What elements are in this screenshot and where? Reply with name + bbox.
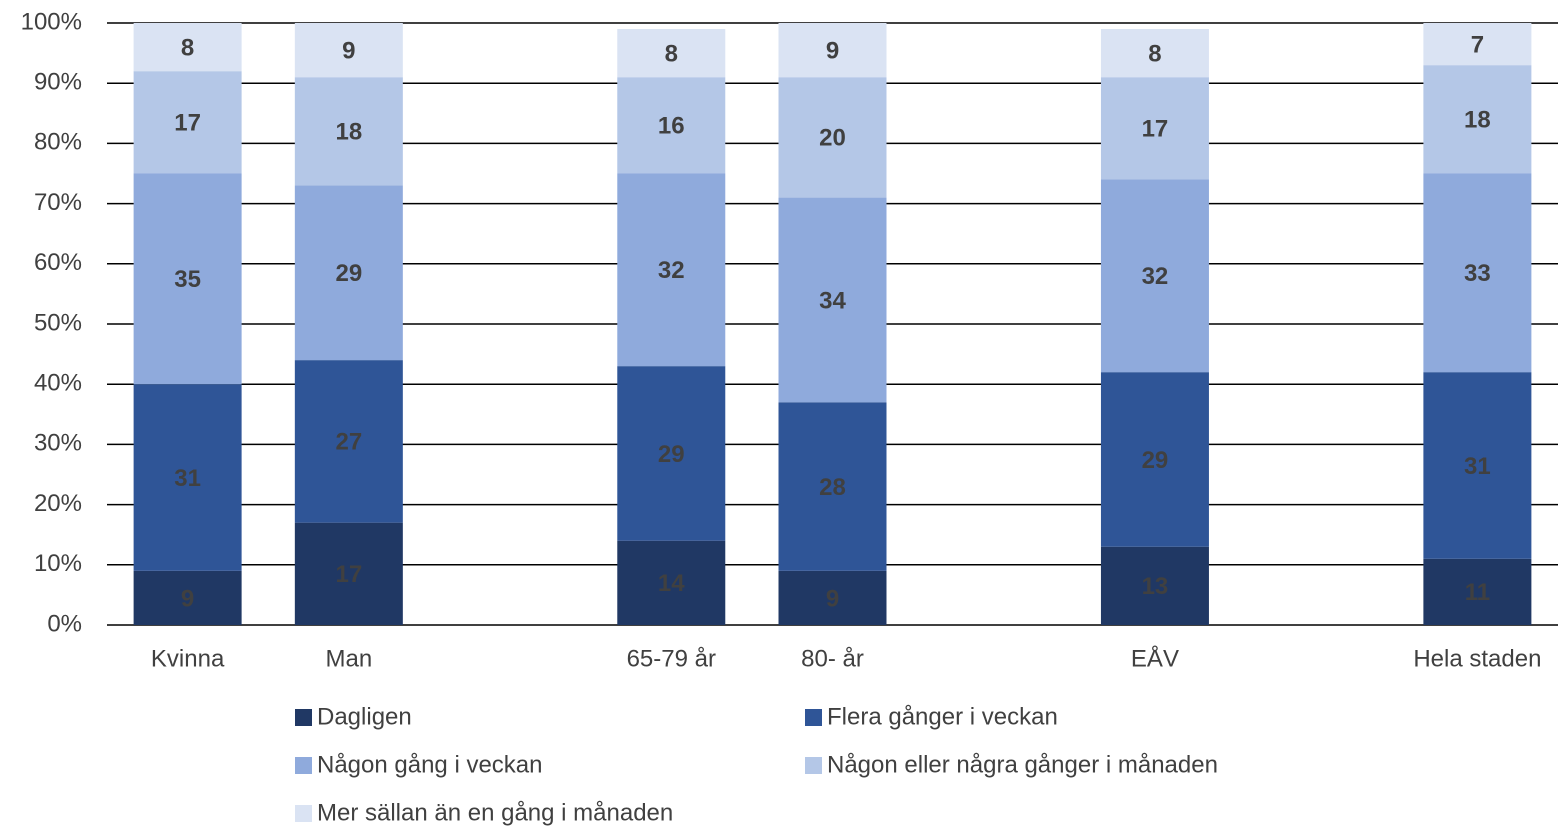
- data-label: 28: [819, 474, 846, 501]
- data-label: 18: [1464, 107, 1491, 134]
- data-label: 29: [658, 441, 685, 468]
- data-label: 11: [1465, 579, 1490, 606]
- data-label: 16: [658, 113, 685, 140]
- bar-segment: [1423, 65, 1532, 174]
- bar-segment: [1423, 173, 1532, 373]
- legend-swatch: [295, 805, 312, 822]
- data-label: 29: [335, 260, 362, 287]
- bar-segment: [1100, 77, 1209, 180]
- bar-segment: [778, 77, 887, 198]
- legend-label: Flera gånger i veckan: [827, 703, 1058, 730]
- data-label: 34: [819, 287, 846, 314]
- x-tick-label: EÅV: [1131, 644, 1179, 672]
- bar-segment: [133, 23, 242, 72]
- data-label: 29: [1142, 447, 1169, 474]
- bar-segment: [617, 173, 726, 367]
- data-label: 8: [1148, 40, 1161, 67]
- data-label: 8: [665, 40, 678, 67]
- bar-segment: [778, 197, 887, 403]
- x-tick-label: 80- år: [801, 645, 864, 672]
- y-tick-label: 10%: [34, 550, 82, 577]
- data-label: 9: [342, 37, 355, 64]
- bar-segment: [1100, 372, 1209, 547]
- y-tick-label: 90%: [34, 69, 82, 96]
- legend-swatch: [295, 709, 312, 726]
- y-tick-label: 20%: [34, 490, 82, 517]
- y-tick-label: 0%: [47, 610, 82, 637]
- legend-label: Någon eller några gånger i månaden: [827, 751, 1218, 778]
- data-label: 9: [826, 37, 839, 64]
- bar-segment: [617, 77, 726, 174]
- bar-segment: [294, 360, 403, 523]
- bar-segment: [617, 29, 726, 78]
- data-label: 9: [826, 585, 839, 612]
- legend-label: Någon gång i veckan: [317, 751, 543, 778]
- y-tick-label: 100%: [21, 8, 82, 35]
- y-tick-label: 50%: [34, 309, 82, 336]
- bar-segment: [133, 173, 242, 385]
- data-label: 9: [181, 585, 194, 612]
- data-label: 32: [658, 257, 685, 284]
- y-tick-label: 60%: [34, 249, 82, 276]
- legend-label: Mer sällan än en gång i månaden: [317, 799, 673, 826]
- bar-segment: [1423, 558, 1532, 625]
- legend-swatch: [295, 757, 312, 774]
- bar-segment: [778, 402, 887, 571]
- data-label: 7: [1471, 31, 1484, 58]
- x-tick-label: Man: [325, 645, 372, 672]
- bar-segment: [133, 570, 242, 625]
- bar-segment: [1100, 546, 1209, 625]
- data-label: 13: [1142, 573, 1169, 600]
- data-label: 35: [174, 266, 201, 293]
- bar-segment: [617, 366, 726, 541]
- bar-segment: [133, 384, 242, 571]
- data-label: 18: [335, 119, 362, 146]
- data-label: 32: [1142, 263, 1169, 290]
- y-tick-label: 70%: [34, 189, 82, 216]
- data-label: 27: [335, 429, 362, 456]
- data-label: 17: [1142, 116, 1169, 143]
- y-tick-label: 30%: [34, 430, 82, 457]
- bar-segment: [778, 570, 887, 625]
- x-tick-label: 65-79 år: [627, 645, 716, 672]
- bar-segment: [294, 77, 403, 186]
- y-tick-label: 40%: [34, 370, 82, 397]
- x-tick-label: Kvinna: [151, 645, 225, 672]
- bar-segment: [1100, 179, 1209, 373]
- bar-segment: [1423, 23, 1532, 66]
- legend-swatch: [805, 709, 822, 726]
- bar-segment: [617, 540, 726, 625]
- data-label: 17: [174, 110, 201, 137]
- data-label: 31: [1464, 453, 1491, 480]
- data-label: 8: [181, 34, 194, 61]
- bar-segment: [1100, 29, 1209, 78]
- data-label: 14: [658, 570, 685, 597]
- bar-segment: [294, 522, 403, 625]
- bar-segment: [1423, 372, 1532, 559]
- data-label: 33: [1464, 260, 1491, 287]
- bar-segment: [778, 23, 887, 78]
- data-label: 31: [174, 465, 201, 492]
- bar-segment: [133, 71, 242, 174]
- data-label: 17: [335, 561, 362, 588]
- bar-segment: [294, 23, 403, 78]
- legend-label: Dagligen: [317, 703, 412, 730]
- legend-swatch: [805, 757, 822, 774]
- x-tick-label: Hela staden: [1413, 645, 1541, 672]
- bar-segment: [294, 185, 403, 361]
- y-tick-label: 80%: [34, 129, 82, 156]
- data-label: 20: [819, 125, 846, 152]
